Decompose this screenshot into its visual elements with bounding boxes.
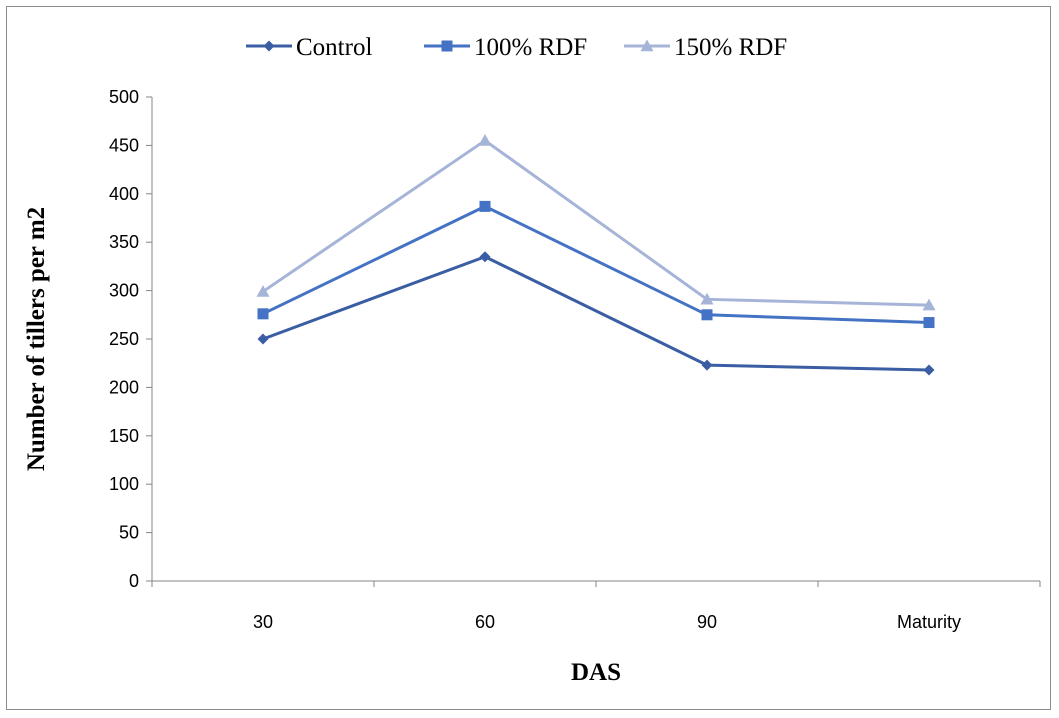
- legend-entry: 150% RDF: [624, 34, 787, 61]
- y-tick-label: 0: [129, 571, 139, 591]
- data-point: [478, 134, 492, 146]
- legend-label: 100% RDF: [474, 34, 587, 61]
- data-point: [701, 359, 713, 371]
- y-tick-label: 150: [109, 426, 139, 446]
- y-axis-ticks: 0 50 100 150 200 250 300 350 400 450 500: [109, 87, 152, 591]
- x-axis-title: DAS: [571, 659, 621, 686]
- legend-marker: [263, 40, 275, 52]
- x-axis-ticks: 30 60 90 Maturity: [151, 581, 1041, 632]
- data-point: [923, 364, 935, 376]
- data-point: [257, 333, 269, 345]
- y-tick-label: 50: [119, 523, 139, 543]
- series-2: [257, 200, 935, 329]
- y-tick-label: 250: [109, 329, 139, 349]
- x-tick-label: Maturity: [897, 612, 961, 632]
- legend-entry: 100% RDF: [424, 34, 587, 61]
- data-point: [923, 317, 935, 329]
- data-point: [256, 285, 270, 297]
- data-point: [479, 200, 491, 212]
- legend-label: 150% RDF: [674, 34, 787, 61]
- y-tick-label: 100: [109, 474, 139, 494]
- y-tick-label: 300: [109, 281, 139, 301]
- series-line: [262, 204, 930, 325]
- y-tick-label: 450: [109, 135, 139, 155]
- x-tick-label: 90: [697, 612, 717, 632]
- legend-entry: Control: [246, 34, 372, 61]
- series-layer: [256, 134, 936, 376]
- axes: [151, 97, 1040, 582]
- x-tick-label: 30: [253, 612, 273, 632]
- chart-frame: [6, 6, 1051, 710]
- data-point: [700, 292, 714, 305]
- legend-marker: [441, 40, 453, 52]
- y-tick-label: 400: [109, 184, 139, 204]
- y-tick-label: 200: [109, 377, 139, 397]
- series-1: [257, 251, 935, 376]
- x-tick-label: 60: [475, 612, 495, 632]
- data-point: [479, 251, 491, 263]
- data-point: [922, 298, 936, 311]
- legend-label: Control: [296, 34, 372, 61]
- series-line: [262, 255, 930, 372]
- data-point: [701, 309, 713, 321]
- y-tick-label: 500: [109, 87, 139, 107]
- series-line: [262, 139, 930, 307]
- series-3: [256, 134, 936, 311]
- legend: Control 100% RDF 150% RDF: [246, 34, 787, 61]
- y-axis-title: Number of tillers per m2: [23, 207, 50, 471]
- y-tick-label: 350: [109, 232, 139, 252]
- legend-marker: [640, 39, 654, 52]
- data-point: [257, 308, 269, 320]
